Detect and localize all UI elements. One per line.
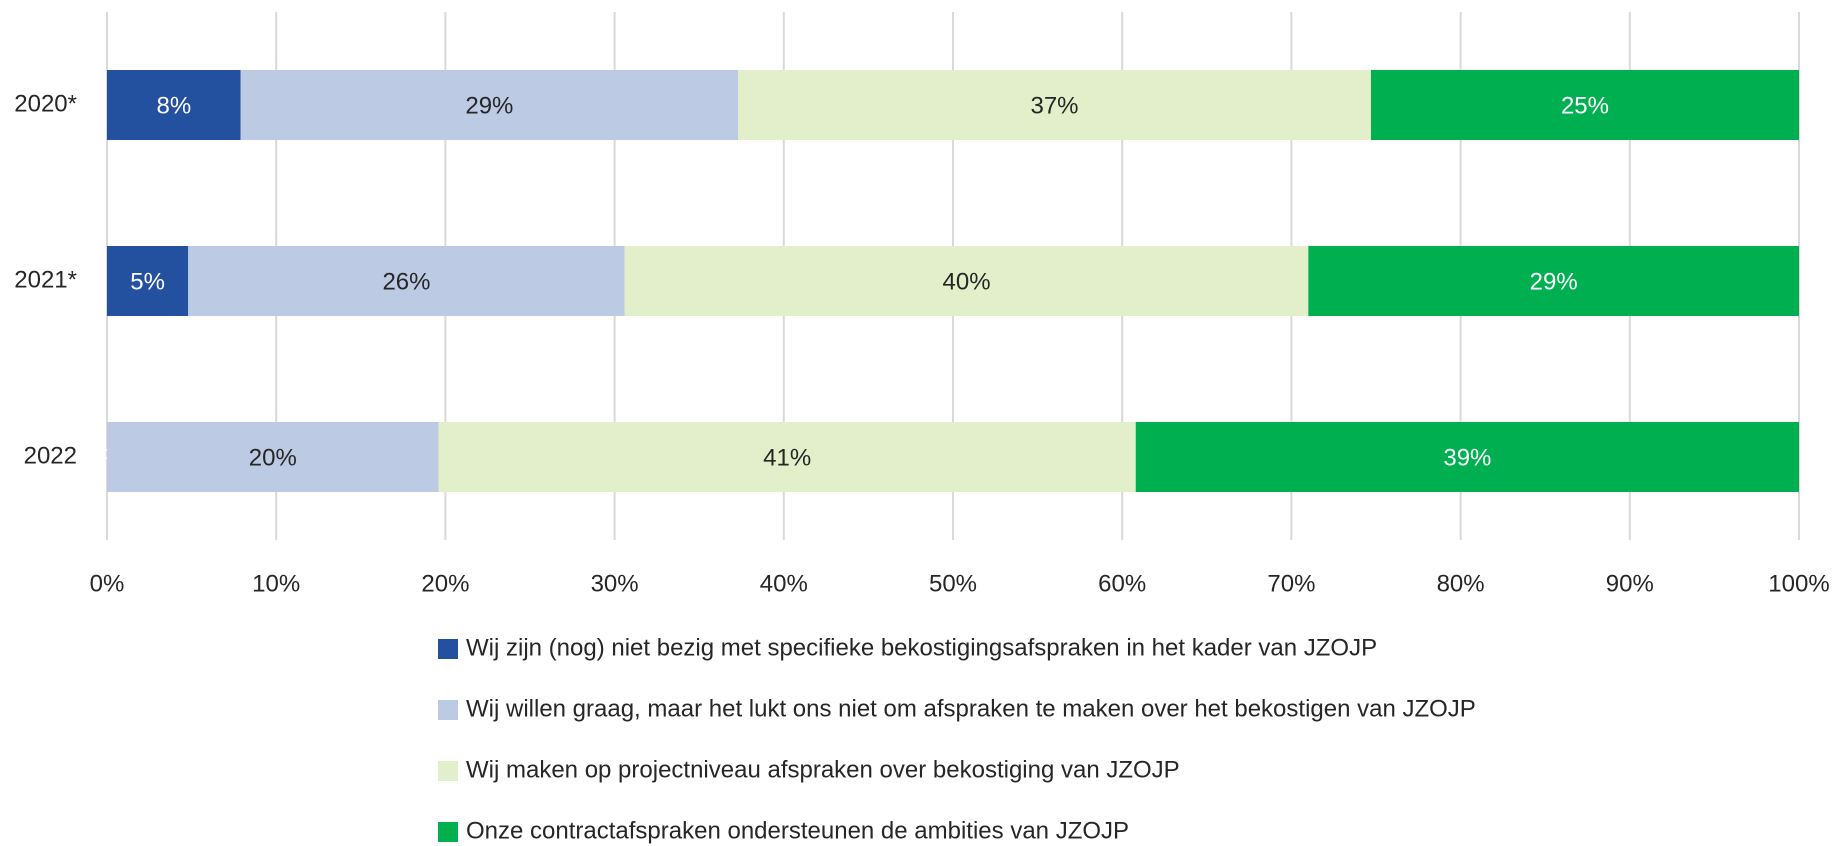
data-label: 39%	[1443, 444, 1491, 471]
x-tick-label: 50%	[929, 570, 977, 597]
x-tick-label: 30%	[591, 570, 639, 597]
data-label: 20%	[249, 444, 297, 471]
legend-swatch	[438, 639, 458, 659]
data-label: 5%	[130, 268, 165, 295]
x-tick-label: 70%	[1267, 570, 1315, 597]
bar-segment	[107, 422, 439, 492]
legend-label: Onze contractafspraken ondersteunen de a…	[466, 817, 1129, 844]
bar-segment	[1370, 70, 1799, 140]
x-tick-label: 20%	[421, 570, 469, 597]
y-tick-label: 2020*	[14, 90, 77, 117]
bar-segment	[1308, 246, 1799, 316]
x-tick-label: 0%	[90, 570, 125, 597]
bar-segment	[624, 246, 1309, 316]
y-tick-label: 2021*	[14, 266, 77, 293]
x-tick-label: 40%	[760, 570, 808, 597]
x-tick-label: 60%	[1098, 570, 1146, 597]
x-tick-label: 90%	[1606, 570, 1654, 597]
bar-segment	[107, 246, 189, 316]
data-label: 40%	[943, 268, 991, 295]
x-tick-label: 80%	[1437, 570, 1485, 597]
x-tick-label: 100%	[1768, 570, 1829, 597]
legend-swatch	[438, 761, 458, 781]
data-label: 41%	[763, 444, 811, 471]
data-label: 8%	[156, 92, 191, 119]
bar-segment	[188, 246, 625, 316]
legend-label: Wij willen graag, maar het lukt ons niet…	[466, 695, 1476, 722]
data-label: 29%	[1530, 268, 1578, 295]
bar-segment	[1135, 422, 1799, 492]
x-tick-label: 10%	[252, 570, 300, 597]
y-tick-label: 2022	[24, 442, 77, 469]
data-label: 26%	[382, 268, 430, 295]
bar-segment	[240, 70, 739, 140]
data-label: 37%	[1030, 92, 1078, 119]
data-label: 29%	[465, 92, 513, 119]
bar-segment	[738, 70, 1371, 140]
data-label: 25%	[1561, 92, 1609, 119]
bar-segment	[107, 70, 241, 140]
legend-swatch	[438, 822, 458, 842]
bar-segment	[438, 422, 1136, 492]
legend-swatch	[438, 700, 458, 720]
legend-label: Wij zijn (nog) niet bezig met specifieke…	[466, 634, 1377, 661]
legend-label: Wij maken op projectniveau afspraken ove…	[466, 756, 1180, 783]
